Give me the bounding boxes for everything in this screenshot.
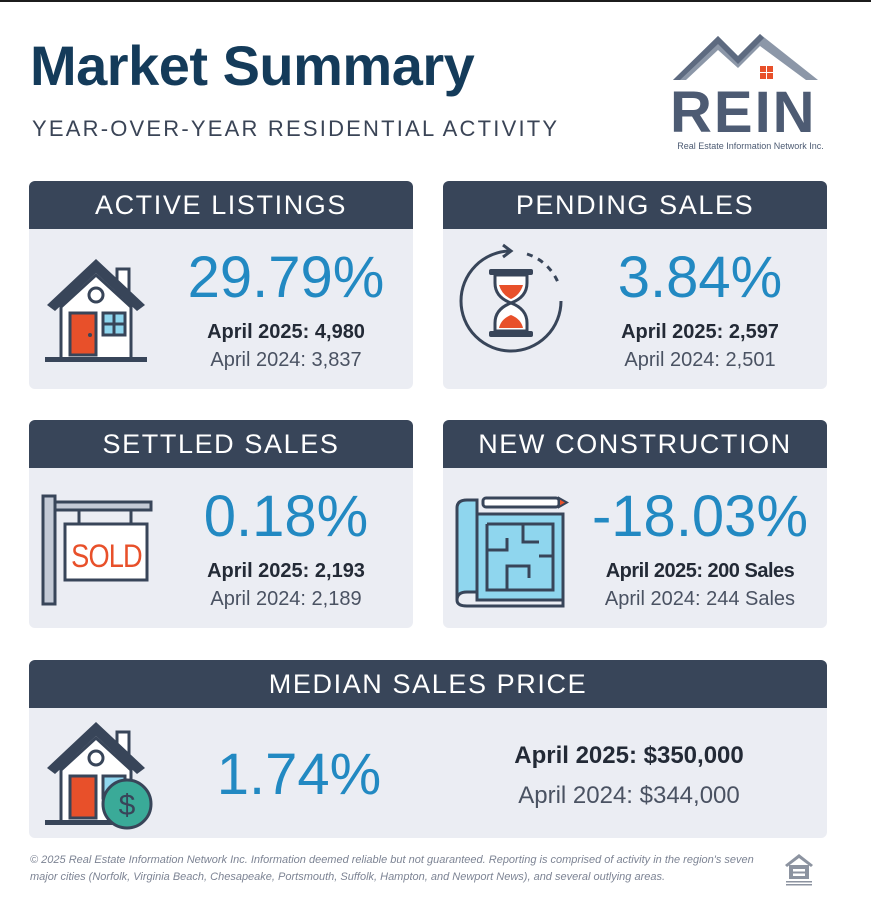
sold-sign-icon (41, 494, 153, 606)
top-border (0, 0, 871, 2)
current-value: April 2025: $350,000 (514, 742, 744, 769)
previous-value: April 2024: 2,189 (210, 588, 362, 610)
percent-change: 1.74% (216, 742, 382, 807)
previous-value: April 2024: 3,837 (210, 349, 362, 371)
percent-change: 0.18% (203, 484, 369, 549)
current-value: April 2025: 4,980 (207, 321, 365, 343)
blueprint-icon (455, 496, 569, 608)
rein-logo: REIN Real Estate Information Network Inc… (668, 28, 833, 158)
card-title: NEW CONSTRUCTION (443, 420, 827, 468)
card-title: ACTIVE LISTINGS (29, 181, 413, 229)
previous-value: April 2024: $344,000 (518, 782, 740, 809)
card-new-construction: NEW CONSTRUCTION -18.03% April 2025: 200… (443, 420, 827, 628)
logo-wordmark: REIN (670, 80, 817, 145)
svg-text:$: $ (119, 789, 136, 822)
logo-tagline: Real Estate Information Network Inc. (677, 141, 824, 151)
card-title: MEDIAN SALES PRICE (29, 660, 827, 708)
card-settled-sales: SETTLED SALES SOLD 0.18% April 2025: 2,1… (29, 420, 413, 628)
current-value: April 2025: 2,193 (207, 560, 365, 582)
current-value: April 2025: 200 Sales (605, 560, 795, 582)
page-subtitle: YEAR-OVER-YEAR RESIDENTIAL ACTIVITY (32, 116, 560, 141)
current-value: April 2025: 2,597 (621, 321, 779, 343)
percent-change: 3.84% (617, 245, 783, 310)
house-icon (45, 259, 147, 362)
card-pending-sales: PENDING SALES 3.84% April 2025: 2,597 Ap… (443, 181, 827, 389)
percent-change: 29.79% (187, 245, 385, 310)
sold-sign-text: SOLD (71, 538, 143, 574)
card-median-sales-price: MEDIAN SALES PRICE $ 1.74% April 2025: $… (29, 660, 827, 838)
card-title: SETTLED SALES (29, 420, 413, 468)
roof-icon (673, 34, 818, 80)
previous-value: April 2024: 2,501 (624, 349, 776, 371)
percent-change: -18.03% (591, 484, 809, 549)
disclaimer-text: © 2025 Real Estate Information Network I… (30, 854, 754, 883)
card-active-listings: ACTIVE LISTINGS 29.79% April 2025: 4,980… (29, 181, 413, 389)
equal-housing-opportunity-icon (785, 854, 813, 886)
card-title: PENDING SALES (443, 181, 827, 229)
page-title: Market Summary (30, 34, 475, 97)
hourglass-icon (459, 243, 563, 353)
previous-value: April 2024: 244 Sales (604, 588, 796, 610)
house-dollar-icon: $ (45, 722, 153, 830)
